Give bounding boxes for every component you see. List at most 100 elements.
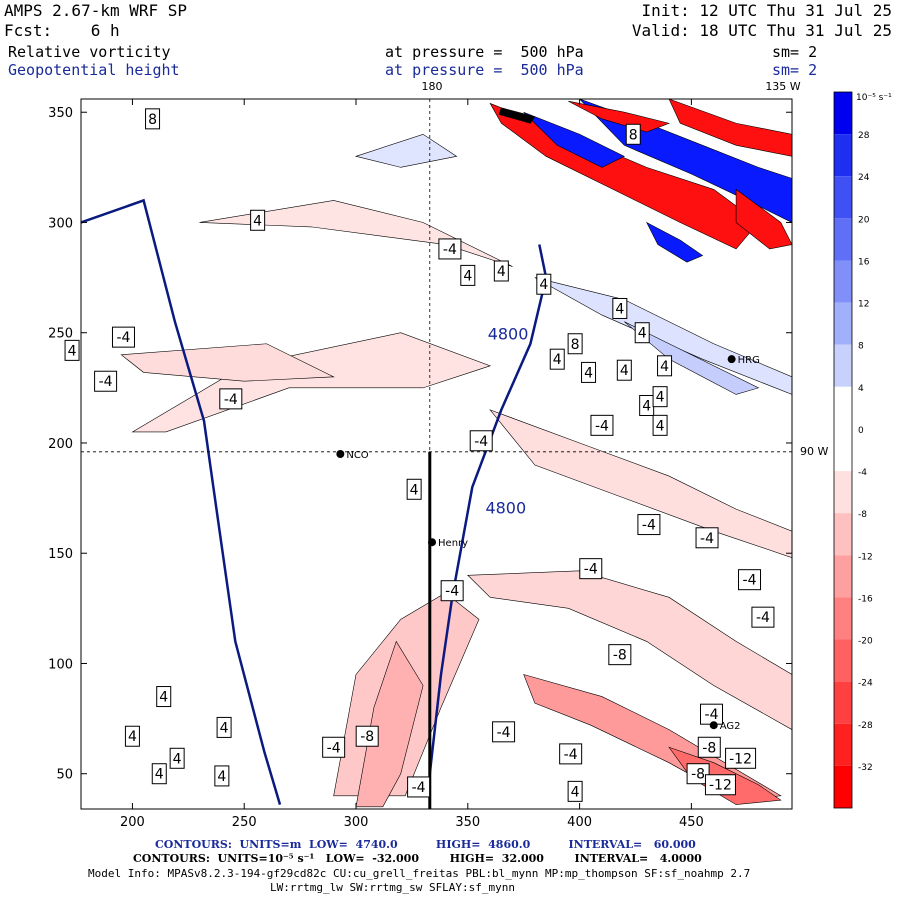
neg-band (199, 200, 513, 267)
contour-label: 4 (410, 482, 419, 498)
plot-frame (80, 98, 793, 810)
contour-label: 4 (220, 720, 229, 736)
y-tick-label: 100 (48, 657, 73, 672)
contour-label: -4 (224, 392, 238, 408)
contour-label-box (695, 527, 719, 549)
station-name: AG2 (720, 721, 741, 732)
colorbar-swatch (834, 344, 852, 387)
storm-band (498, 107, 536, 124)
y-tick-label: 200 (48, 437, 73, 452)
colorbar-swatch (834, 92, 852, 135)
contour-label-box (94, 370, 118, 392)
colorbar-unit: 10⁻⁵ s⁻¹ (856, 93, 892, 103)
contour-label-box (549, 348, 565, 370)
contour-label: -4 (642, 518, 656, 534)
contour-label-box (612, 297, 628, 319)
contour-label: 4 (497, 264, 506, 280)
contour-label: -4 (443, 242, 457, 258)
contour-label-box (751, 606, 775, 628)
storm-band (645, 221, 704, 263)
contour-label: -4 (595, 418, 609, 434)
contour-label: -4 (584, 562, 598, 578)
station-name: HRG (738, 355, 760, 366)
contour-label: -4 (474, 434, 488, 450)
contour-label-box (686, 763, 710, 785)
pos-band (534, 277, 792, 395)
contour-label-box (559, 743, 583, 765)
neg-band (467, 570, 792, 730)
contour-label: -4 (116, 330, 130, 346)
colorbar-swatch (834, 471, 852, 514)
contour-label-box (124, 725, 140, 747)
contour-label: 4 (539, 277, 548, 293)
vorticity-field (120, 99, 792, 808)
contour-label-box (322, 736, 346, 758)
contour-label-box (581, 361, 597, 383)
x-tick-label: 350 (455, 815, 480, 830)
colorbar-swatch (834, 597, 852, 640)
colorbar-label: 12 (858, 300, 869, 310)
colorbar-swatch (834, 428, 852, 472)
pressure-level-2: at pressure = 500 hPa (385, 61, 584, 79)
colorbar-swatch (834, 302, 852, 345)
contour-label-box (637, 514, 661, 536)
y-tick-label: 50 (56, 768, 73, 783)
field-height-label: Geopotential height (8, 61, 180, 79)
lon-label-90w: 90 W (800, 445, 828, 458)
pos-band (354, 133, 458, 168)
station-dot (727, 355, 736, 364)
station-markers: NCO Henry HRG AG2 (336, 355, 760, 732)
contour-label-box (567, 333, 583, 355)
y-tick-label: 150 (48, 547, 73, 562)
contour-label: 4 (584, 365, 593, 381)
contour-label-box (64, 339, 80, 361)
contour-label-box (567, 780, 583, 802)
vorticity-contour-info: CONTOURS: UNITS=10⁻⁵ s⁻¹ LOW= -32.000 HI… (133, 852, 702, 865)
smoothing-2: sm= 2 (772, 61, 818, 79)
colorbar-swatch (834, 386, 852, 429)
height-contour-line (81, 198, 282, 805)
contour-label: 4 (553, 352, 562, 368)
contour-label: -8 (691, 767, 705, 783)
contour-label: -4 (497, 725, 511, 741)
contour-label: 4 (217, 769, 226, 785)
colorbar-swatch (834, 555, 852, 598)
colorbar-label: -12 (858, 552, 873, 562)
height-contour-info: CONTOURS: UNITS=m LOW= 4740.0 HIGH= 4860… (155, 838, 696, 851)
colorbar-label: -8 (858, 510, 867, 520)
colorbar-swatch (834, 218, 852, 261)
colorbar-label: 8 (858, 342, 864, 352)
contour-label-box (579, 558, 603, 580)
contour-label: -12 (729, 751, 752, 767)
axes: 200 250 300 350 400 450 50 100 150 200 250 300 350 (48, 99, 792, 830)
contour-label: 4 (173, 751, 182, 767)
contour-label: -4 (743, 573, 757, 589)
contour-label-box (738, 569, 762, 591)
contour-label: -4 (412, 780, 426, 796)
neg-band (489, 409, 792, 558)
contour-label: -8 (360, 729, 374, 745)
contour-label-box (355, 725, 379, 747)
colorbar-label: 0 (858, 426, 864, 436)
colorbar-swatch (834, 765, 852, 808)
contour-label: 4 (571, 784, 580, 800)
station-name: NCO (346, 450, 368, 461)
contour-label-box (652, 414, 668, 436)
storm-band (523, 111, 625, 168)
station-name: Henry (438, 538, 468, 549)
contour-label-box (493, 260, 509, 282)
contour-label-box (406, 478, 422, 500)
colorbar: 28 24 20 16 12 8 4 0 -4 -8 -12 -16 -20 -24 -28 -32 10⁻⁵ … (833, 91, 892, 809)
contour-label: 4 (68, 343, 77, 359)
contour-label-box (652, 386, 668, 408)
x-tick-label: 200 (120, 815, 145, 830)
contour-label-box (156, 686, 172, 708)
contour-label: -4 (327, 740, 341, 756)
contour-label-box (634, 322, 650, 344)
field-vorticity-label: Relative vorticity (8, 43, 171, 61)
station-dot (428, 538, 437, 547)
contour-label-box (625, 123, 641, 145)
contour-label-box (657, 355, 673, 377)
storm-band (568, 100, 671, 133)
